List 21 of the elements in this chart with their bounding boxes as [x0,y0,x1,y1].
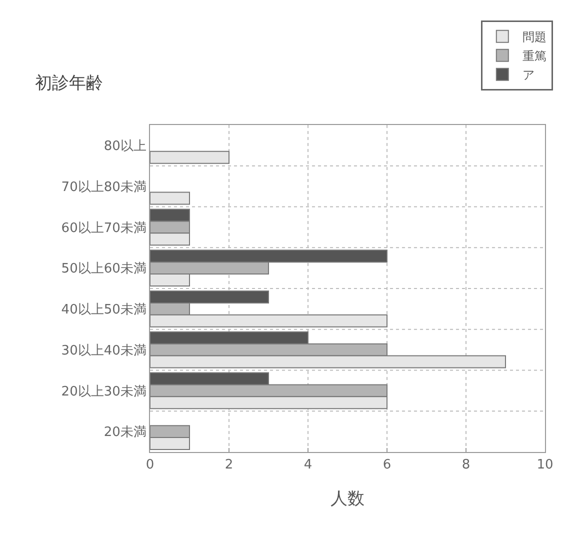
y-tick-label: 50以上60未満 [61,262,146,277]
legend-label: 問題 [522,30,546,44]
y-tick-label: 40以上50未満 [61,302,146,318]
x-tick-label: 4 [304,458,312,473]
x-tick-label: 0 [146,458,154,473]
y-tick-label: 30以上40未満 [61,343,146,358]
y-tick-label: 80以上 [104,138,146,154]
y-tick-label: 20未満 [104,425,146,440]
x-tick-label: 6 [382,458,392,473]
y-tick-label: 20以上30未満 [61,384,146,400]
x-axis-title: 人数 [330,489,364,509]
legend-label: 重篤 [522,49,546,64]
x-tick-label: 2 [224,458,234,473]
legend-label: ア [522,68,534,82]
y-tick-label: 60以上70未満 [61,220,146,236]
x-tick-label: 10 [536,458,554,473]
y-tick-label: 70以上80未満 [61,180,146,195]
bar [150,192,190,205]
x-tick-label: 8 [462,458,470,473]
chart-title: 初診年齢 [34,73,103,94]
bar [150,150,230,164]
